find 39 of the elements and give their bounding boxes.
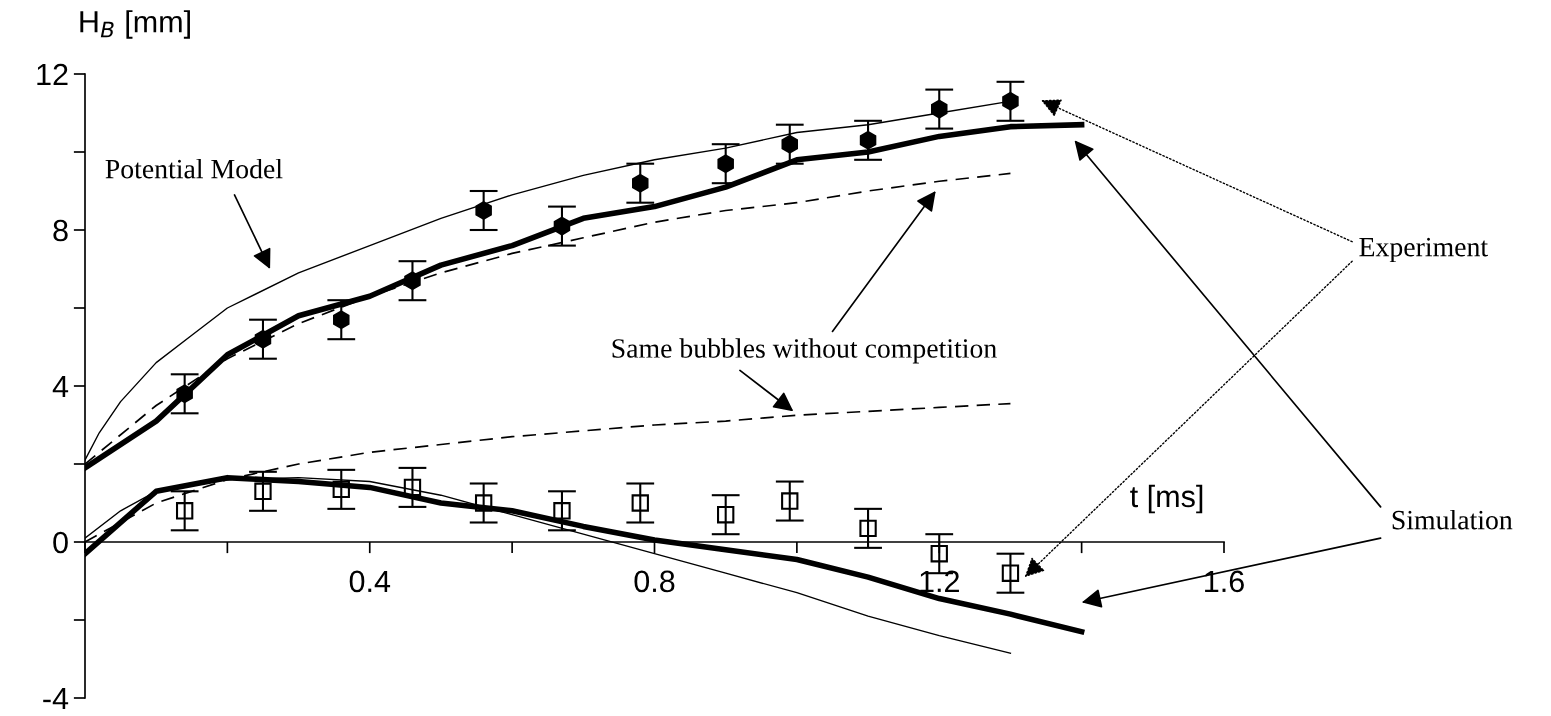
point: [781, 492, 799, 510]
text: Experiment: [1359, 237, 1488, 263]
y-axis-title: H$_{B}$ [mm]: [80, 10, 190, 39]
point: [930, 545, 948, 563]
point: [859, 130, 877, 150]
point: [474, 494, 493, 512]
x-tick-label: 0.4: [349, 570, 391, 593]
x-axis-title: t [ms]: [1130, 484, 1203, 514]
point: [553, 502, 571, 520]
point: [553, 216, 571, 236]
point: [404, 271, 421, 291]
point: [631, 494, 649, 512]
point: [859, 519, 877, 538]
annotation: Same bubbles without competition: [612, 338, 997, 364]
point: [333, 310, 350, 330]
y-tick-label: -4: [43, 688, 69, 710]
point: [475, 201, 492, 220]
point: [781, 134, 799, 154]
x-tick-label: 1.2: [920, 570, 959, 592]
y-tick-label: 8: [53, 219, 68, 242]
y-tick-label: 12: [37, 63, 68, 86]
point: [717, 506, 735, 524]
text: Simulation: [1392, 509, 1513, 530]
point: [403, 478, 422, 497]
point: [930, 99, 948, 119]
y-tick-label: 0: [53, 531, 68, 554]
y-tick-label: 4: [52, 376, 69, 398]
point: [332, 480, 350, 499]
annotation: Potential Model: [105, 158, 283, 179]
point: [176, 384, 193, 404]
point: [632, 173, 649, 193]
point: [717, 154, 734, 174]
point: [254, 482, 272, 500]
point: [1002, 91, 1019, 111]
x-tick-label: 0.8: [634, 570, 675, 593]
point: [175, 502, 194, 520]
x-tick-label: 1.6: [1205, 570, 1244, 593]
point: [254, 329, 272, 349]
point: [1001, 564, 1020, 582]
